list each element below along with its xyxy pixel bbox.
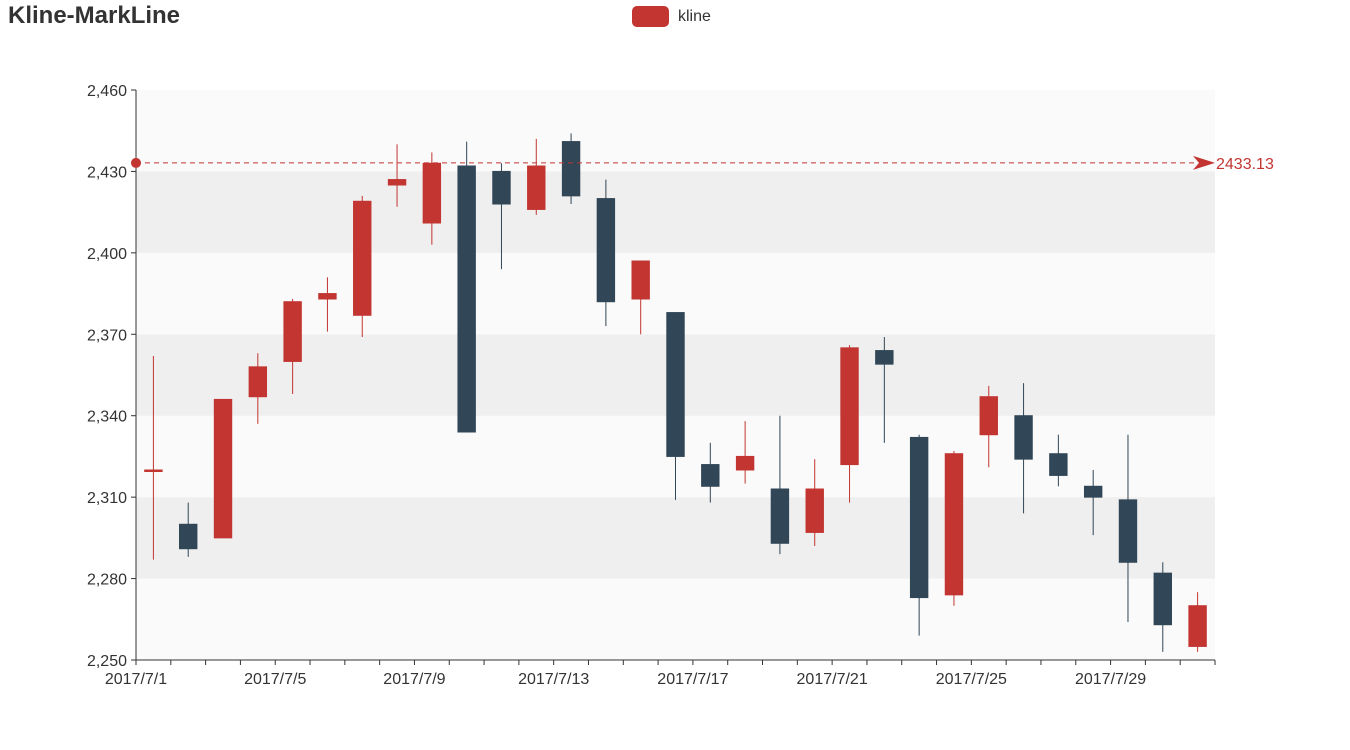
candle-body bbox=[248, 366, 268, 398]
legend-label: kline bbox=[678, 7, 711, 25]
x-tick-label: 2017/7/21 bbox=[797, 671, 868, 688]
candle-body bbox=[805, 488, 824, 533]
y-tick-label: 2,250 bbox=[87, 653, 127, 670]
candlestick[interactable] bbox=[735, 421, 755, 484]
candle-body bbox=[318, 293, 337, 300]
candlestick[interactable] bbox=[1049, 434, 1068, 487]
candle-body bbox=[179, 523, 198, 550]
candle-body bbox=[283, 301, 302, 362]
candlestick[interactable] bbox=[1153, 562, 1172, 652]
candlestick[interactable] bbox=[701, 442, 720, 503]
y-tick-label: 2,460 bbox=[87, 83, 127, 100]
split-band bbox=[136, 578, 1215, 660]
y-tick-label: 2,310 bbox=[87, 490, 127, 507]
candlestick[interactable] bbox=[631, 260, 650, 335]
candlestick[interactable] bbox=[457, 141, 476, 433]
x-tick-label: 2017/7/29 bbox=[1075, 671, 1146, 688]
candlestick[interactable] bbox=[979, 385, 998, 468]
candlestick[interactable] bbox=[561, 133, 581, 204]
candle-body bbox=[387, 179, 407, 186]
candlestick[interactable] bbox=[875, 337, 894, 443]
candle-body bbox=[492, 170, 511, 205]
mark-line[interactable]: 2433.13 bbox=[131, 155, 1274, 173]
candle-body bbox=[1083, 485, 1103, 498]
candle-body bbox=[596, 198, 616, 303]
candlestick[interactable] bbox=[492, 163, 511, 270]
candlestick[interactable] bbox=[1083, 470, 1103, 536]
candle-body bbox=[631, 260, 650, 300]
candle-body bbox=[875, 350, 894, 365]
candlestick[interactable] bbox=[1118, 434, 1138, 622]
candlestick[interactable] bbox=[1014, 383, 1033, 514]
x-tick-label: 2017/7/13 bbox=[518, 671, 589, 688]
split-band bbox=[136, 171, 1215, 253]
candle-body bbox=[1049, 453, 1068, 476]
candlestick[interactable] bbox=[179, 502, 198, 557]
candle-body bbox=[1188, 605, 1207, 647]
candle-body bbox=[909, 436, 929, 599]
candle-body bbox=[666, 312, 685, 457]
y-tick-label: 2,340 bbox=[87, 409, 127, 426]
mark-line-label: 2433.13 bbox=[1216, 156, 1274, 173]
candle-body bbox=[840, 347, 859, 466]
candle-body bbox=[457, 165, 476, 433]
split-band bbox=[136, 497, 1215, 579]
split-band bbox=[136, 90, 1215, 172]
y-tick-label: 2,370 bbox=[87, 327, 127, 344]
y-tick-label: 2,280 bbox=[87, 572, 127, 589]
candlestick[interactable] bbox=[213, 398, 233, 539]
candle-body bbox=[735, 455, 755, 471]
candle-body bbox=[144, 469, 163, 472]
candlestick[interactable] bbox=[805, 459, 824, 546]
candlestick[interactable] bbox=[944, 451, 964, 606]
x-tick-label: 2017/7/25 bbox=[936, 671, 1007, 688]
candle-body bbox=[1118, 499, 1138, 563]
candlestick[interactable] bbox=[248, 353, 268, 424]
axes: 2,250 2,280 2,310 2,340 2,370 2,400 2,430 2,460… bbox=[87, 83, 1216, 688]
mark-line-arrow-icon bbox=[1193, 155, 1215, 170]
candle-body bbox=[353, 200, 372, 316]
candle-body bbox=[1014, 415, 1033, 460]
candlestick[interactable] bbox=[422, 152, 442, 245]
x-tick-label: 2017/7/9 bbox=[383, 671, 445, 688]
candle-body bbox=[770, 488, 790, 544]
candlestick[interactable] bbox=[666, 312, 685, 500]
candlestick[interactable] bbox=[318, 277, 337, 332]
candlestick[interactable] bbox=[770, 415, 790, 555]
candle-body bbox=[701, 464, 720, 487]
candlestick[interactable] bbox=[144, 356, 163, 560]
candlestick[interactable] bbox=[387, 144, 407, 207]
candles bbox=[144, 133, 1207, 652]
legend-swatch bbox=[632, 6, 669, 27]
candlestick[interactable] bbox=[1188, 592, 1207, 652]
x-tick-label: 2017/7/1 bbox=[105, 671, 167, 688]
candle-body bbox=[213, 398, 233, 539]
candlestick[interactable] bbox=[840, 345, 859, 503]
candlestick[interactable] bbox=[527, 138, 546, 215]
candle-body bbox=[1153, 572, 1172, 626]
x-tick-label: 2017/7/5 bbox=[244, 671, 306, 688]
y-tick-label: 2,430 bbox=[87, 164, 127, 181]
candlestick[interactable] bbox=[283, 299, 302, 394]
candle-body bbox=[527, 165, 546, 210]
candle-body bbox=[979, 396, 998, 436]
candle-body bbox=[561, 141, 581, 197]
candlestick[interactable] bbox=[596, 179, 616, 327]
legend-item-kline[interactable]: kline bbox=[632, 6, 711, 27]
y-tick-label: 2,400 bbox=[87, 246, 127, 263]
candle-body bbox=[944, 453, 964, 596]
candlestick[interactable] bbox=[909, 434, 929, 636]
candlestick[interactable] bbox=[353, 195, 372, 337]
candle-body bbox=[422, 162, 442, 224]
x-tick-label: 2017/7/17 bbox=[657, 671, 728, 688]
chart-title: Kline-MarkLine bbox=[8, 2, 181, 29]
